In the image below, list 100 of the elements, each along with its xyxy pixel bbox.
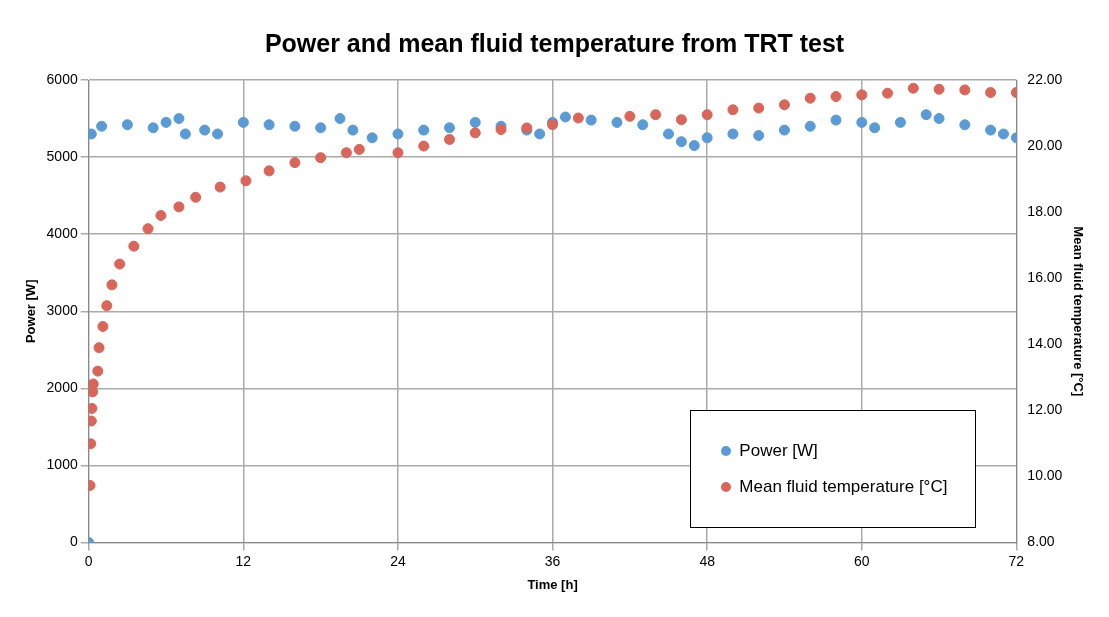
point bbox=[611, 116, 623, 128]
x-tick-label: 24 bbox=[390, 552, 406, 569]
point bbox=[147, 122, 159, 134]
point bbox=[663, 128, 675, 140]
point bbox=[96, 120, 108, 132]
point bbox=[830, 91, 842, 103]
point bbox=[240, 175, 252, 187]
point bbox=[959, 84, 971, 96]
point bbox=[289, 120, 301, 132]
point bbox=[443, 133, 455, 145]
point bbox=[179, 128, 191, 140]
point bbox=[347, 124, 359, 136]
y-tick-label: 6000 bbox=[46, 70, 78, 87]
point bbox=[727, 104, 739, 116]
point bbox=[214, 181, 226, 193]
y2-tick-label: 14.00 bbox=[1027, 335, 1063, 352]
point bbox=[366, 132, 378, 144]
point bbox=[237, 116, 249, 128]
point bbox=[688, 140, 700, 152]
point bbox=[263, 165, 275, 177]
point bbox=[701, 109, 713, 121]
point bbox=[155, 209, 167, 221]
point bbox=[106, 279, 118, 291]
point bbox=[856, 89, 868, 101]
point bbox=[334, 113, 346, 125]
point bbox=[933, 113, 945, 125]
point bbox=[753, 130, 765, 142]
point bbox=[997, 128, 1009, 140]
point bbox=[778, 124, 790, 136]
point bbox=[315, 152, 327, 164]
point bbox=[572, 112, 584, 124]
chart-title: Power and mean fluid temperature from TRT test bbox=[264, 28, 845, 57]
point bbox=[933, 83, 945, 95]
point bbox=[753, 102, 765, 114]
x-tick-label: 72 bbox=[1008, 552, 1025, 569]
point bbox=[637, 119, 649, 131]
y-tick-label: 3000 bbox=[46, 302, 78, 319]
point bbox=[443, 122, 455, 134]
point bbox=[650, 109, 662, 121]
x-axis-title: Time [h] bbox=[527, 576, 578, 592]
point bbox=[212, 128, 224, 140]
point bbox=[830, 114, 842, 126]
point bbox=[869, 122, 881, 134]
point bbox=[778, 99, 790, 111]
point bbox=[93, 342, 105, 354]
point bbox=[959, 119, 971, 131]
point bbox=[495, 124, 507, 136]
legend-label: Mean fluid temperature [°C] bbox=[739, 476, 948, 497]
point bbox=[88, 378, 99, 390]
point bbox=[392, 147, 404, 159]
point bbox=[585, 114, 597, 126]
y2-tick-label: 20.00 bbox=[1027, 136, 1063, 153]
point bbox=[882, 87, 894, 99]
point bbox=[315, 122, 327, 134]
point bbox=[701, 132, 713, 144]
legend-label: Power [W] bbox=[739, 440, 818, 461]
point bbox=[353, 143, 365, 155]
point bbox=[128, 240, 140, 252]
x-tick-label: 36 bbox=[544, 552, 561, 569]
point bbox=[920, 109, 932, 121]
point bbox=[263, 119, 275, 131]
point bbox=[92, 365, 104, 377]
point bbox=[114, 258, 126, 270]
y2-tick-label: 12.00 bbox=[1027, 401, 1063, 418]
x-tick-label: 48 bbox=[699, 552, 716, 569]
y-tick-label: 0 bbox=[69, 533, 78, 550]
y-tick-label: 2000 bbox=[46, 379, 78, 396]
point bbox=[340, 147, 352, 159]
point bbox=[534, 128, 546, 140]
y-axis-title: Power [W] bbox=[23, 279, 39, 344]
point bbox=[469, 116, 481, 128]
point bbox=[142, 223, 154, 235]
point bbox=[894, 116, 906, 128]
point bbox=[97, 321, 109, 332]
point bbox=[418, 124, 430, 136]
point bbox=[856, 116, 868, 128]
y-tick-label: 4000 bbox=[46, 225, 78, 242]
point bbox=[985, 87, 997, 99]
y2-tick-label: 22.00 bbox=[1027, 70, 1063, 87]
point bbox=[101, 300, 113, 312]
y-tick-label: 5000 bbox=[46, 147, 78, 164]
point bbox=[190, 191, 202, 203]
y2-tick-label: 8.00 bbox=[1027, 533, 1055, 550]
point bbox=[804, 120, 816, 132]
y2-tick-label: 10.00 bbox=[1027, 467, 1063, 484]
point bbox=[624, 110, 636, 122]
point bbox=[392, 128, 404, 140]
point bbox=[289, 157, 301, 169]
y-tick-label: 1000 bbox=[46, 456, 78, 473]
point bbox=[121, 119, 133, 131]
point bbox=[199, 124, 211, 136]
point bbox=[559, 111, 571, 123]
x-tick-label: 60 bbox=[853, 552, 870, 569]
point bbox=[173, 113, 185, 125]
y2-tick-label: 18.00 bbox=[1027, 203, 1063, 220]
x-tick-label: 0 bbox=[84, 552, 93, 569]
point bbox=[804, 92, 816, 104]
point bbox=[675, 136, 687, 148]
point bbox=[727, 128, 739, 140]
y2-tick-label: 16.00 bbox=[1027, 269, 1063, 286]
